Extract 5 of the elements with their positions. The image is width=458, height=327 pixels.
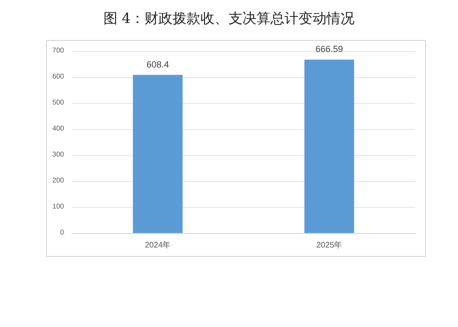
x-tick-label: 2024年 [144,240,171,250]
chart-title: 图 4：财政拨款收、支决算总计变动情况 [102,10,356,28]
data-label: 608.4 [146,59,170,70]
data-label: 666.59 [315,44,344,54]
x-tick-label: 2025年 [316,240,342,250]
